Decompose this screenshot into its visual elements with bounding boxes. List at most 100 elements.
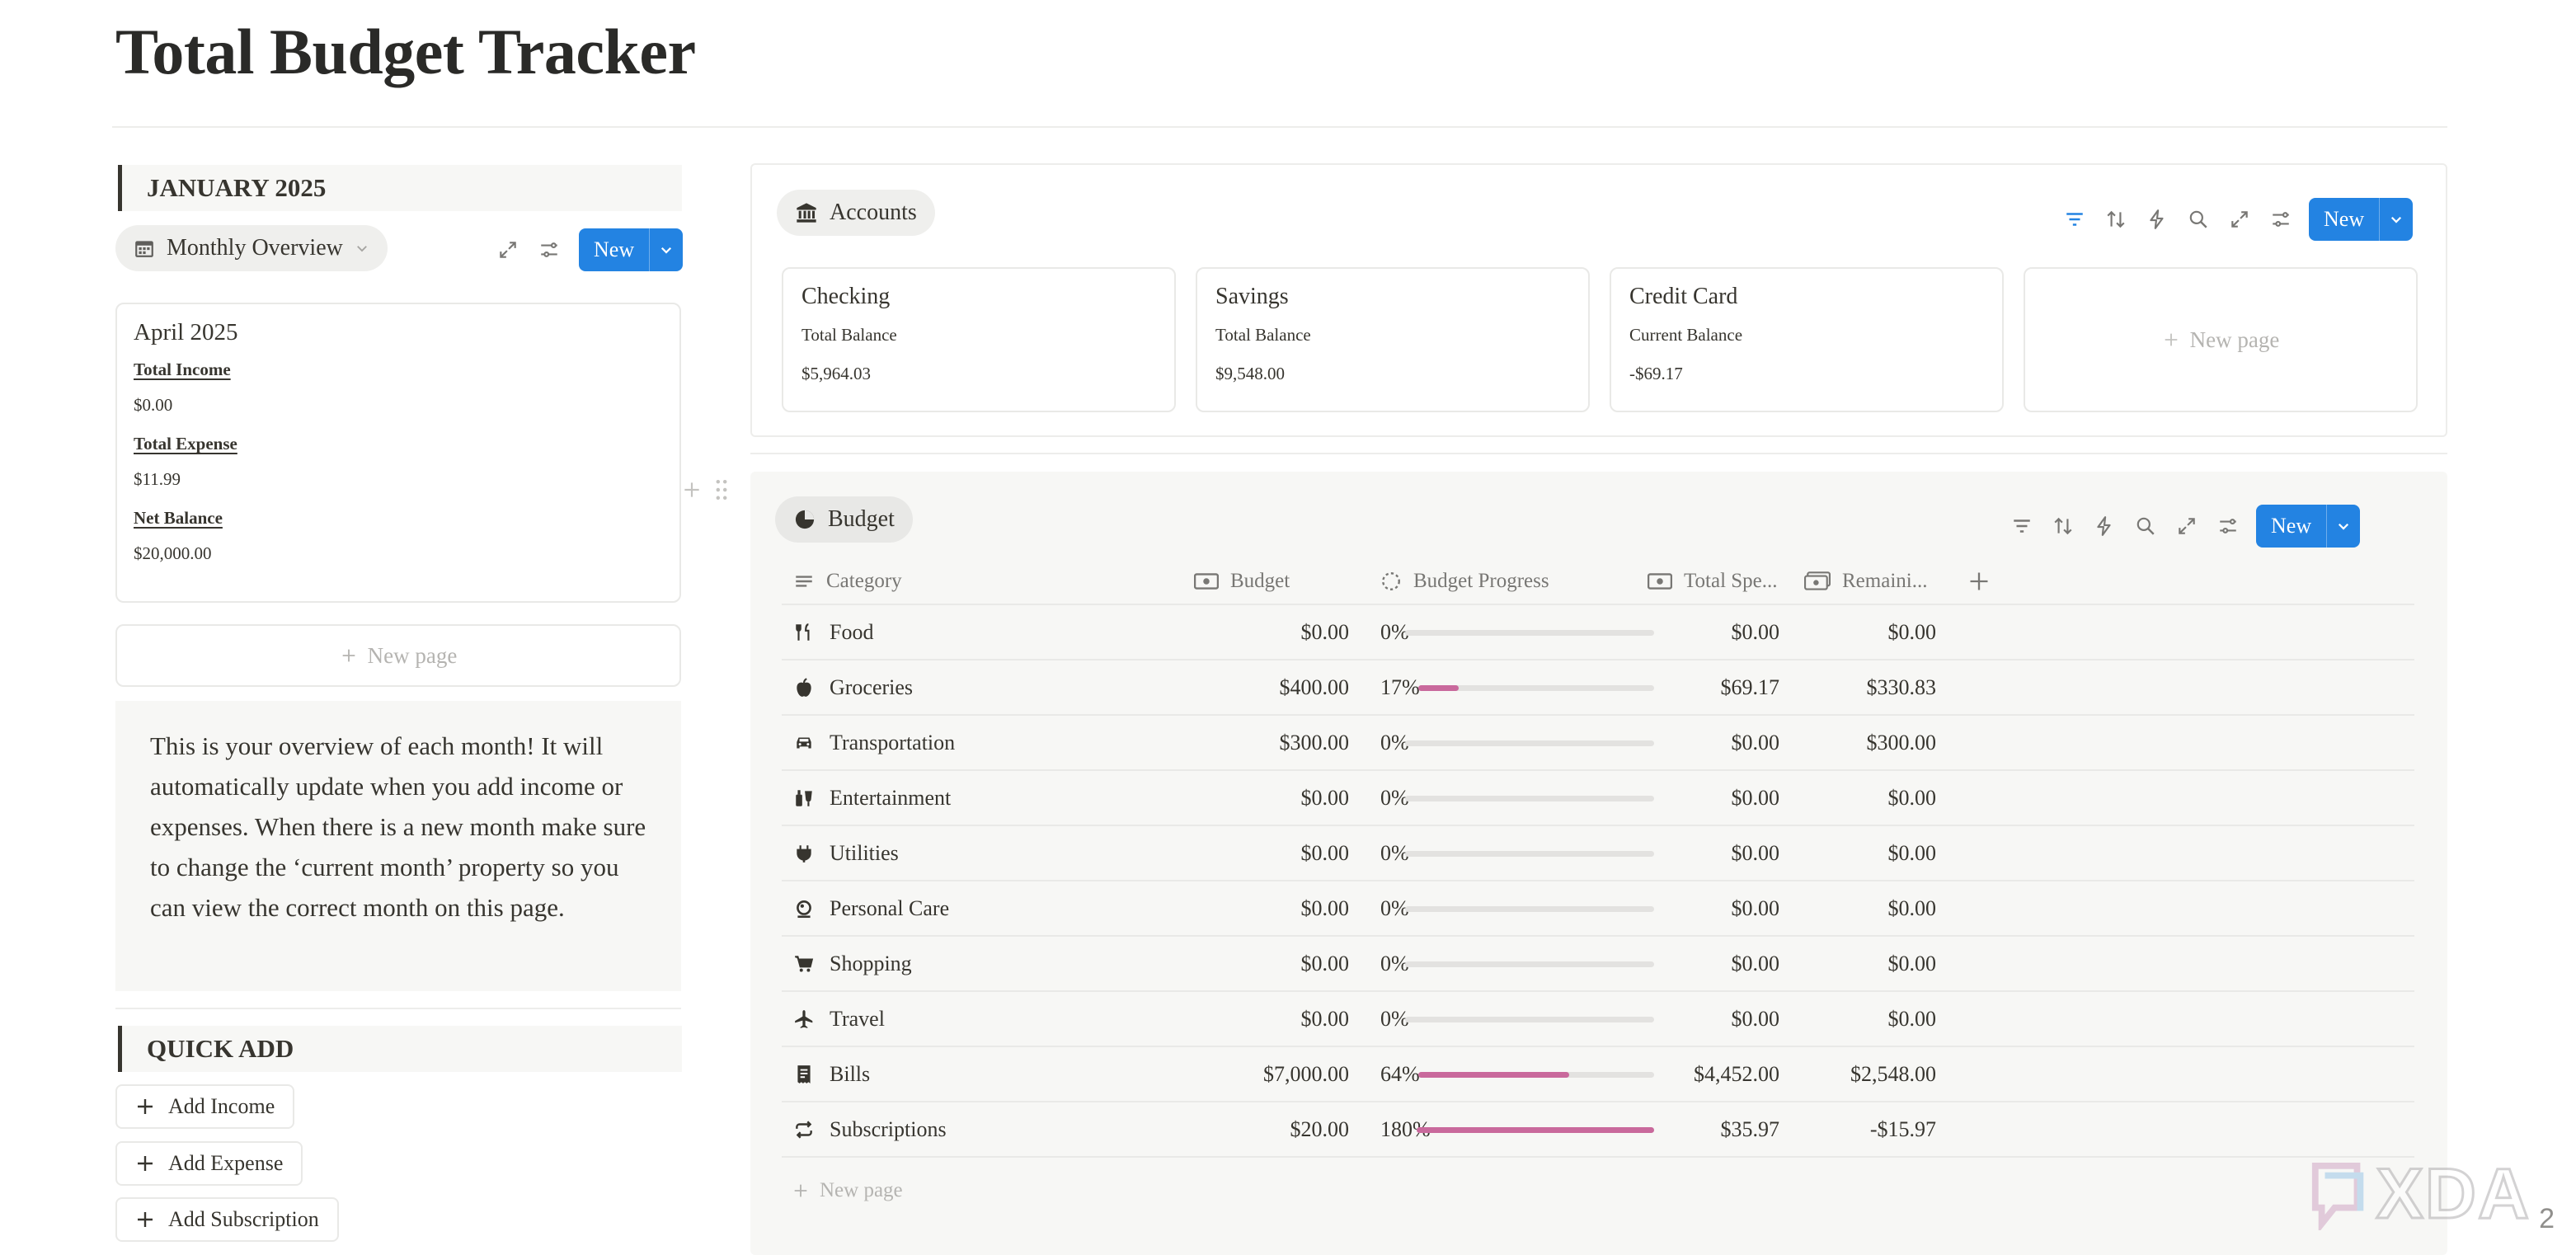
settings-sliders-icon[interactable] — [2266, 204, 2296, 234]
new-page-label: New page — [820, 1179, 903, 1201]
new-button[interactable]: New — [579, 228, 684, 271]
chevron-down-icon[interactable] — [2380, 198, 2413, 241]
new-button[interactable]: New — [2309, 198, 2414, 241]
new-button-label: New — [2309, 198, 2381, 241]
total-income-label: Total Income — [134, 360, 231, 379]
settings-sliders-icon[interactable] — [2213, 511, 2243, 541]
divider — [115, 1008, 681, 1009]
add-subscription-button[interactable]: Add Subscription — [115, 1197, 339, 1242]
accounts-view-chip[interactable]: Accounts — [777, 190, 935, 236]
budget-cell: $0.00 — [1300, 840, 1350, 865]
category-name: Entertainment — [830, 785, 952, 810]
category-cell[interactable]: Food — [793, 605, 873, 659]
month-card[interactable]: April 2025 Total Income $0.00 Total Expe… — [115, 303, 681, 603]
chevron-down-icon[interactable] — [650, 228, 683, 271]
total-spent-cell: $0.00 — [1731, 1006, 1780, 1031]
xda-logo-mark — [2311, 1162, 2363, 1230]
text-property-icon — [796, 576, 812, 587]
table-row[interactable]: Utilities $0.00 0% $0.00 $0.00 — [782, 826, 2414, 881]
filter-icon[interactable] — [2060, 204, 2089, 234]
table-row[interactable]: Food $0.00 0% $0.00 $0.00 — [782, 605, 2414, 660]
divider — [750, 453, 2447, 454]
account-card-credit-card[interactable]: Credit Card Current Balance -$69.17 — [1610, 267, 2004, 412]
table-row[interactable]: Shopping $0.00 0% $0.00 $0.00 — [782, 937, 2414, 992]
remaining-cell: $0.00 — [1887, 895, 1937, 920]
budget-cell: $0.00 — [1300, 619, 1350, 644]
category-cell[interactable]: Travel — [793, 992, 885, 1046]
account-card-savings[interactable]: Savings Total Balance $9,548.00 — [1196, 267, 1590, 412]
category-cell[interactable]: Bills — [793, 1047, 870, 1101]
category-cell[interactable]: Groceries — [793, 660, 913, 714]
calendar-icon — [135, 241, 153, 257]
new-button[interactable]: New — [2256, 505, 2361, 548]
total-spent-cell: $35.97 — [1720, 1116, 1780, 1141]
add-expense-button[interactable]: Add Expense — [115, 1141, 303, 1186]
accounts-panel: Accounts New Checking Total Balance $5,9… — [750, 163, 2447, 437]
settings-sliders-icon[interactable] — [534, 235, 564, 265]
search-icon[interactable] — [2183, 204, 2213, 234]
category-cell[interactable]: Subscriptions — [793, 1102, 947, 1156]
account-name: Savings — [1215, 284, 1289, 309]
chevron-down-icon[interactable] — [2327, 505, 2360, 548]
table-row[interactable]: Transportation $300.00 0% $0.00 $300.00 — [782, 716, 2414, 771]
progress-label: 64% — [1380, 1061, 1420, 1086]
filter-icon[interactable] — [2007, 511, 2037, 541]
account-balance-label: Total Balance — [1215, 325, 1311, 345]
new-page-button[interactable]: New page — [115, 624, 681, 687]
sort-icon[interactable] — [2048, 511, 2078, 541]
add-block-icon[interactable] — [681, 479, 703, 501]
table-row[interactable]: Groceries $400.00 17% $69.17 $330.83 — [782, 660, 2414, 716]
new-page-label: New page — [367, 642, 458, 668]
total-income-value: $0.00 — [134, 395, 173, 415]
progress-label: 17% — [1380, 675, 1420, 699]
chevron-down-icon — [356, 246, 367, 252]
add-income-button[interactable]: Add Income — [115, 1084, 295, 1129]
column-header-budget-progress[interactable]: Budget Progress — [1380, 570, 1549, 593]
remaining-cell: $0.00 — [1887, 619, 1937, 644]
table-row[interactable]: Bills $7,000.00 64% $4,452.00 $2,548.00 — [782, 1047, 2414, 1102]
drag-handle-icon[interactable] — [714, 478, 729, 501]
column-header-remaining[interactable]: Remaini... — [1804, 570, 1927, 593]
expand-icon[interactable] — [2225, 204, 2254, 234]
column-header-category[interactable]: Category — [793, 570, 902, 593]
expand-icon[interactable] — [2172, 511, 2202, 541]
lightning-icon[interactable] — [2089, 511, 2119, 541]
total-spent-cell: $69.17 — [1720, 675, 1780, 699]
category-cell[interactable]: Shopping — [793, 937, 912, 990]
fork-knife-icon — [796, 623, 810, 641]
category-cell[interactable]: Entertainment — [793, 771, 951, 825]
plus-icon — [138, 1156, 153, 1171]
progress-bar — [1418, 685, 1654, 691]
remaining-cell: $330.83 — [1866, 675, 1937, 699]
account-card-checking[interactable]: Checking Total Balance $5,964.03 — [782, 267, 1176, 412]
add-expense-label: Add Expense — [168, 1151, 284, 1175]
table-row[interactable]: Entertainment $0.00 0% $0.00 $0.00 — [782, 771, 2414, 826]
column-header-budget[interactable]: Budget — [1194, 570, 1290, 593]
lightning-icon[interactable] — [2142, 204, 2172, 234]
table-row[interactable]: Personal Care $0.00 0% $0.00 $0.00 — [782, 881, 2414, 937]
expand-icon[interactable] — [493, 235, 523, 265]
table-row[interactable]: Travel $0.00 0% $0.00 $0.00 — [782, 992, 2414, 1047]
new-page-button[interactable]: New page — [2024, 267, 2418, 412]
budget-view-chip[interactable]: Budget — [775, 496, 913, 543]
receipt-icon — [797, 1065, 811, 1083]
category-cell[interactable]: Transportation — [793, 716, 955, 769]
table-row[interactable]: Subscriptions $20.00 180% $35.97 -$15.97 — [782, 1102, 2414, 1158]
progress-label: 0% — [1380, 730, 1409, 754]
plus-icon — [794, 1184, 807, 1197]
new-page-button[interactable]: New page — [792, 1179, 903, 1202]
sort-icon[interactable] — [2101, 204, 2131, 234]
remaining-cell: $300.00 — [1866, 730, 1937, 754]
column-header-total-spent[interactable]: Total Spe... — [1648, 570, 1778, 593]
add-property-icon[interactable] — [1967, 570, 1991, 593]
remaining-cell: $0.00 — [1887, 840, 1937, 865]
budget-cell: $0.00 — [1300, 1006, 1350, 1031]
view-selector-monthly-overview[interactable]: Monthly Overview — [115, 225, 388, 271]
progress-label: 0% — [1380, 951, 1409, 975]
total-expense-value: $11.99 — [134, 469, 181, 489]
total-spent-cell: $0.00 — [1731, 730, 1780, 754]
bank-icon — [797, 203, 816, 223]
search-icon[interactable] — [2131, 511, 2160, 541]
category-cell[interactable]: Utilities — [793, 826, 899, 880]
category-cell[interactable]: Personal Care — [793, 881, 949, 935]
